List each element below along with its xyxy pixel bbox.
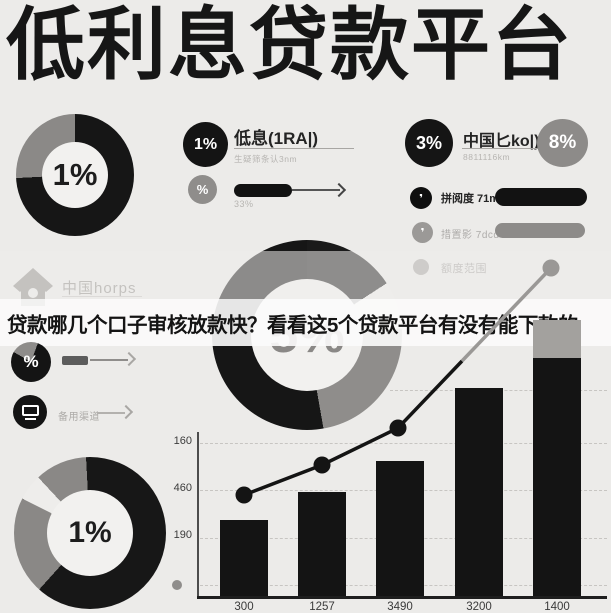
x-axis-tick: 1400 bbox=[544, 601, 570, 613]
section-subtext: 生疑筛条认3nm bbox=[234, 154, 298, 164]
y-axis-tick: 190 bbox=[173, 529, 192, 541]
wink-icon: ❜ bbox=[410, 187, 432, 209]
rate-badge-3: 3% bbox=[405, 119, 453, 167]
section-heading-low-interest: 低息(1RA|) bbox=[234, 129, 319, 148]
headline-text: 贷款哪几个口子审核放款快？看看这5个贷款平台有没有能下款的 bbox=[7, 313, 578, 337]
section-subtext: 8811116km bbox=[463, 152, 511, 162]
donut-center-label: 1% bbox=[42, 142, 108, 208]
stat-bar-dark bbox=[495, 188, 587, 206]
x-axis-tick: 3200 bbox=[466, 601, 492, 613]
stat-bar-gray bbox=[495, 223, 585, 238]
x-axis-tick: 3490 bbox=[387, 601, 413, 613]
bar bbox=[220, 520, 268, 597]
x-axis-tick: 300 bbox=[234, 601, 254, 613]
divider bbox=[234, 148, 354, 149]
line-data-point bbox=[389, 419, 407, 437]
y-axis-tick: 160 bbox=[173, 435, 192, 447]
arrow-shaft bbox=[90, 359, 128, 361]
percent-donut-badge: % bbox=[11, 342, 51, 382]
page-title: 低利息贷款平台 bbox=[6, 0, 573, 89]
wink-icon: ❜ bbox=[412, 222, 433, 243]
arrow-right-icon bbox=[331, 182, 347, 198]
channel-label: 备用渠道 bbox=[58, 412, 100, 423]
mini-bar bbox=[62, 356, 88, 365]
progress-pill bbox=[234, 184, 292, 197]
bar bbox=[455, 388, 503, 597]
progress-value: 33% bbox=[234, 199, 254, 209]
bar bbox=[533, 320, 581, 597]
donut-center-label: 1% bbox=[47, 490, 133, 576]
line-data-point bbox=[313, 456, 331, 474]
monitor-badge bbox=[13, 395, 47, 429]
percent-badge-gray: % bbox=[188, 175, 217, 204]
bar bbox=[376, 461, 424, 597]
monitor-icon bbox=[21, 404, 39, 420]
x-axis bbox=[197, 596, 607, 599]
bar bbox=[298, 492, 346, 597]
donut-chart-bottom-left: 1% bbox=[14, 457, 166, 609]
arrow-shaft bbox=[97, 412, 125, 414]
rate-badge-8: 8% bbox=[537, 119, 588, 167]
rate-badge-dark: 1% bbox=[183, 122, 228, 167]
arrow-right-icon bbox=[121, 351, 137, 367]
y-axis-tick: 460 bbox=[173, 482, 192, 494]
row-label: 措置影 7dcd bbox=[441, 230, 500, 241]
arrow-shaft bbox=[292, 189, 340, 191]
donut-chart-top-left: 1% bbox=[16, 114, 134, 236]
row-label: 拼阅度 71mm bbox=[441, 193, 509, 205]
y-axis bbox=[197, 432, 199, 598]
arrow-right-icon bbox=[118, 404, 134, 420]
section-heading-china: 中国匕ko|) bbox=[463, 133, 540, 150]
axis-origin-dot bbox=[172, 580, 182, 590]
divider bbox=[462, 148, 542, 149]
x-axis-tick: 1257 bbox=[309, 601, 335, 613]
